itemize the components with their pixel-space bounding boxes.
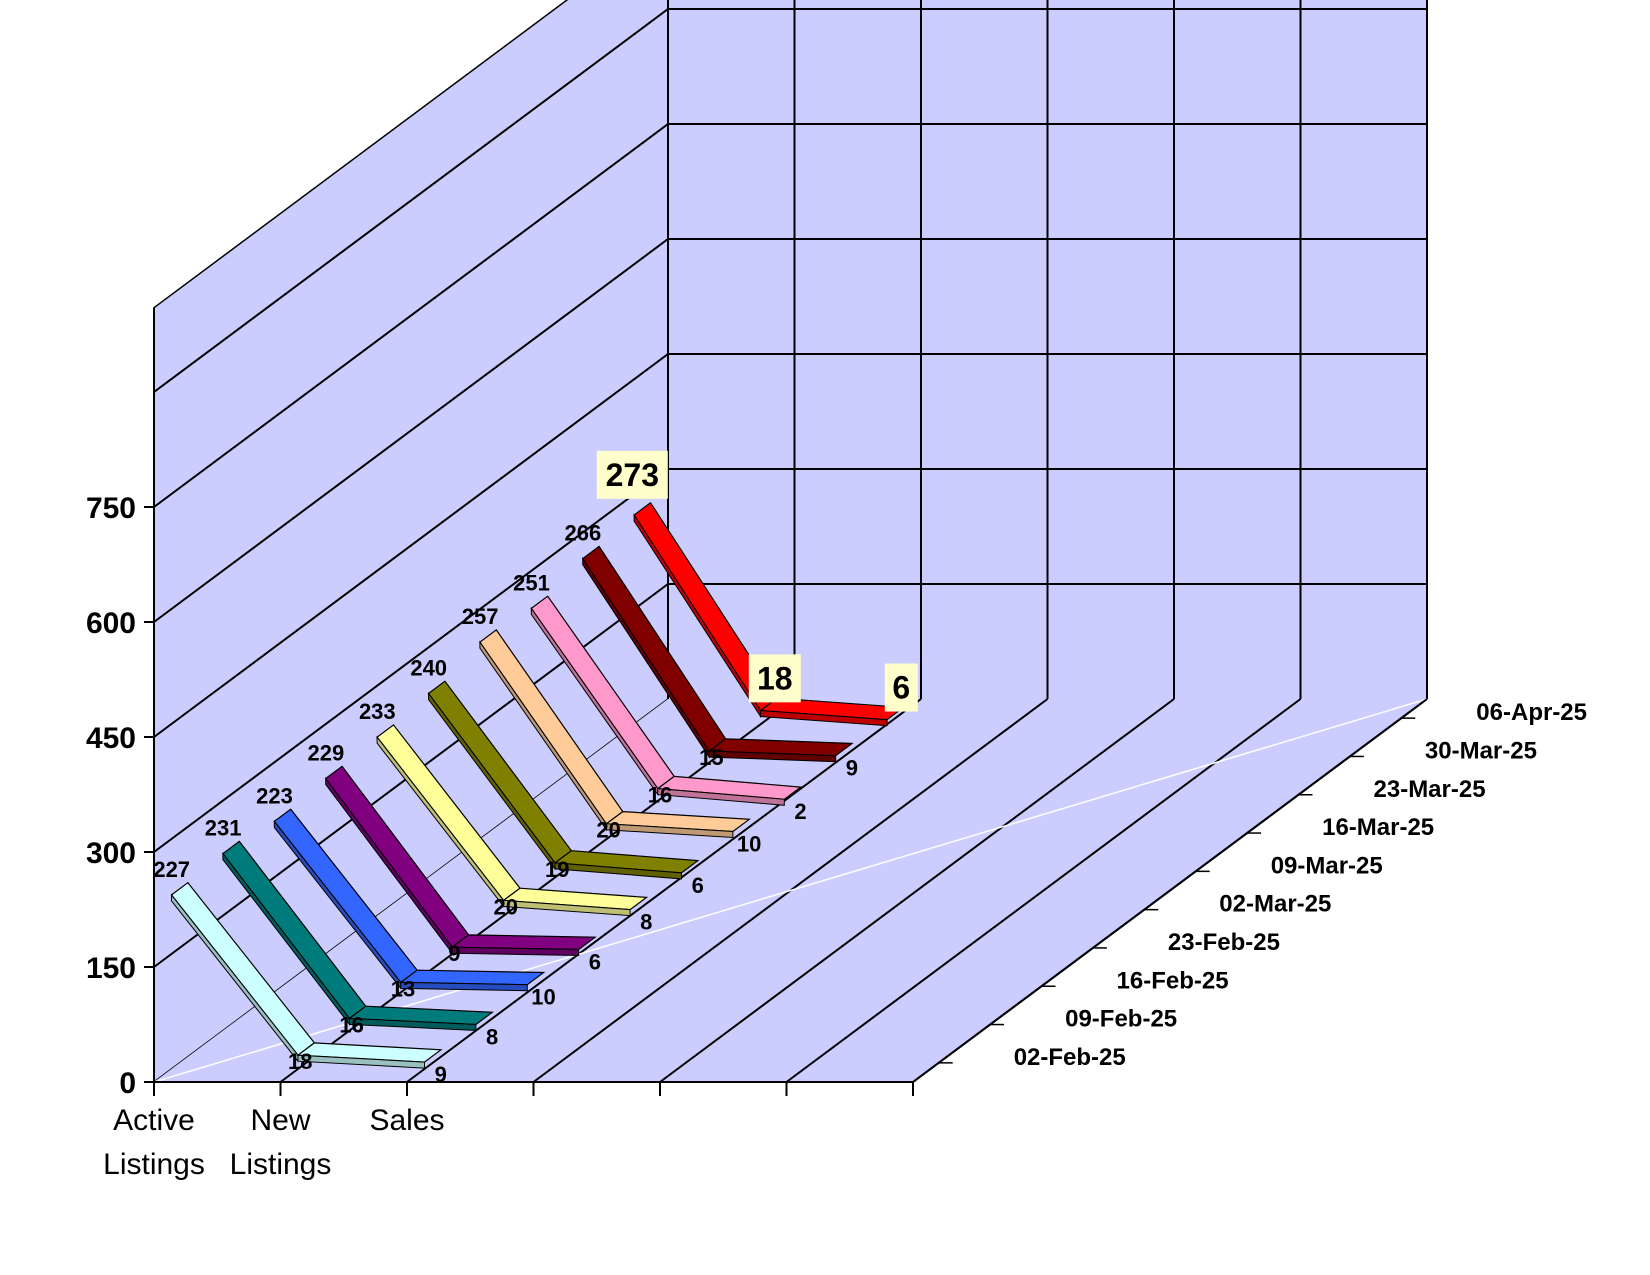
data-label: 251 — [513, 570, 550, 595]
y-tick-label: 750 — [86, 492, 136, 525]
category-axis: Active Listings New Listings Sales — [103, 1081, 914, 1181]
data-label-box — [748, 654, 801, 703]
series-segment-edge — [503, 899, 631, 917]
y-tick-label: 150 — [86, 952, 136, 985]
series-segment-edge — [348, 1017, 477, 1032]
y-tick-label: 600 — [86, 607, 136, 640]
data-label: 9 — [846, 756, 858, 781]
date-label: 23-Mar-25 — [1374, 776, 1486, 803]
series-lines — [170, 501, 906, 1069]
date-label: 02-Mar-25 — [1219, 891, 1331, 918]
data-label: 6 — [692, 873, 704, 898]
series-02-Mar-25 — [376, 724, 649, 917]
data-label: 240 — [410, 655, 447, 680]
data-label: 8 — [486, 1024, 498, 1049]
series-30-Mar-25 — [581, 545, 854, 763]
data-label: 9 — [448, 941, 460, 966]
series-segment-edge — [451, 946, 580, 957]
data-label: 6 — [892, 670, 910, 706]
data-labels: 227 18 9 231 16 8 223 13 10 229 9 6 233 20 8 240 19 6 257 2… — [153, 450, 918, 1087]
date-axis: 02-Feb-25 09-Feb-25 16-Feb-25 23-Feb-25 02-M… — [912, 698, 1587, 1083]
data-label-box — [884, 663, 918, 712]
data-label: 6 — [589, 949, 601, 974]
date-label: 09-Feb-25 — [1065, 1006, 1177, 1033]
date-label: 30-Mar-25 — [1425, 737, 1537, 764]
series-23-Feb-25 — [324, 765, 597, 957]
data-label: 13 — [391, 976, 415, 1001]
data-label: 231 — [205, 815, 242, 840]
data-label: 20 — [596, 818, 620, 843]
y-tick-label: 0 — [119, 1067, 136, 1100]
series-06-Apr-25 — [633, 501, 906, 727]
category-label: New — [250, 1104, 310, 1137]
data-label: 9 — [435, 1062, 447, 1087]
category-label: Listings — [103, 1148, 205, 1181]
data-label: 227 — [153, 857, 190, 882]
data-label: 16 — [339, 1012, 363, 1037]
y-tick-label: 450 — [86, 722, 136, 755]
floor-gridline — [406, 698, 922, 1083]
data-label: 229 — [308, 740, 345, 765]
data-label: 257 — [462, 604, 499, 629]
data-label: 19 — [545, 857, 569, 882]
series-16-Mar-25 — [479, 629, 751, 839]
chart-walls — [153, 0, 1427, 1084]
y-tick-label: 300 — [86, 837, 136, 870]
data-label: 18 — [288, 1049, 312, 1074]
category-label: Active — [113, 1104, 195, 1137]
date-axis-line — [912, 698, 1428, 1083]
data-label: 266 — [565, 521, 602, 546]
series-23-Mar-25 — [530, 595, 803, 806]
floor-gridline — [659, 698, 1175, 1083]
series-16-Feb-25 — [273, 808, 546, 992]
data-label: 20 — [494, 894, 518, 919]
series-segment-edge — [605, 823, 734, 839]
date-label: 16-Feb-25 — [1117, 967, 1229, 994]
data-label: 8 — [640, 910, 652, 935]
category-label: Listings — [230, 1148, 332, 1181]
series-segment-edge — [657, 788, 785, 806]
series-02-Feb-25 — [170, 881, 443, 1069]
series-09-Mar-25 — [427, 680, 700, 880]
y-axis: 0 150 300 450 600 750 — [86, 307, 155, 1100]
series-segment-edge — [554, 862, 682, 880]
series-09-Feb-25 — [222, 840, 495, 1032]
date-label: 23-Feb-25 — [1168, 929, 1280, 956]
data-label: 233 — [359, 699, 396, 724]
series-segment-edge — [708, 750, 837, 763]
date-label: 06-Apr-25 — [1476, 699, 1587, 726]
date-label: 16-Mar-25 — [1322, 814, 1434, 841]
date-label: 02-Feb-25 — [1014, 1044, 1126, 1071]
data-label: 223 — [256, 783, 293, 808]
date-label: 09-Mar-25 — [1271, 852, 1383, 879]
data-label: 273 — [606, 457, 659, 493]
series-segment-edge — [400, 981, 528, 992]
series-segment-edge — [760, 709, 888, 727]
category-label: Sales — [369, 1104, 444, 1137]
data-label: 10 — [531, 985, 555, 1010]
series-segment-edge — [297, 1054, 425, 1069]
data-label: 15 — [699, 745, 723, 770]
data-label: 16 — [648, 782, 672, 807]
data-label: 18 — [757, 660, 793, 696]
data-label: 10 — [737, 831, 761, 856]
data-label: 2 — [794, 799, 806, 824]
data-label-box — [596, 450, 668, 499]
